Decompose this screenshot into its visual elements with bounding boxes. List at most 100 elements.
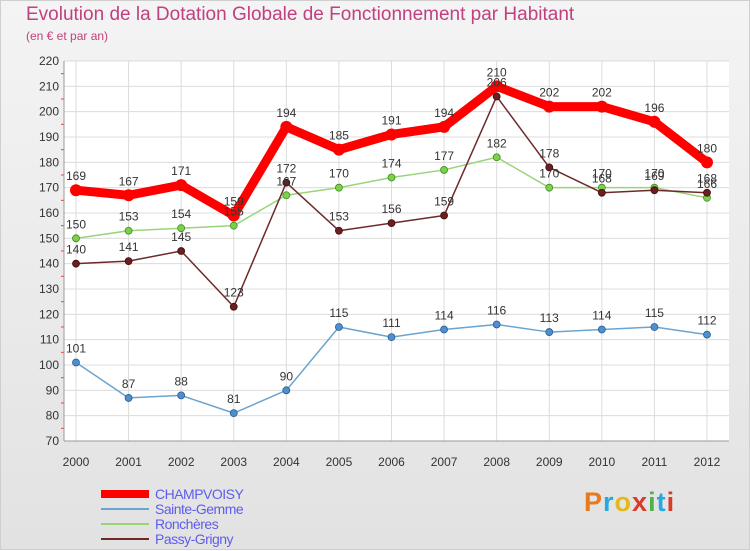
y-tick-label: 80 [46,409,60,423]
y-tick-label: 200 [39,105,59,119]
data-label: 167 [276,174,296,188]
data-label: 168 [697,172,717,186]
data-label: 194 [434,106,454,120]
data-label: 112 [697,314,716,328]
y-tick-label: 150 [39,231,59,245]
x-tick-label: 2009 [536,455,563,469]
chart-title: Evolution de la Dotation Globale de Fonc… [26,4,575,25]
series-point [124,394,133,402]
y-tick-label: 180 [39,155,59,169]
series-point [122,189,135,202]
series-point [492,92,501,101]
x-tick-label: 2004 [273,455,300,469]
data-label: 168 [592,172,612,186]
series-point [72,234,80,243]
logo-letter: x [632,487,649,517]
data-label: 115 [645,306,664,320]
series-point [703,188,711,197]
series-point [440,211,448,220]
series-point [545,163,554,172]
series-point [597,325,606,334]
series-point [440,325,448,334]
data-label: 156 [381,202,401,216]
y-tick-label: 170 [39,181,59,195]
data-label: 154 [171,207,191,221]
data-label: 167 [119,174,139,188]
data-label: 202 [592,86,612,100]
series-point [545,328,554,336]
data-label: 81 [227,392,241,406]
data-label: 150 [66,217,86,231]
data-label: 155 [224,205,244,219]
x-tick-label: 2008 [483,455,510,469]
series-point [545,183,554,192]
series-point [440,166,448,174]
legend: CHAMPVOISY Sainte-Gemme Ronchères Passy-… [101,486,244,547]
series-point [229,221,238,230]
data-label: 170 [644,167,664,181]
series-point [70,184,82,197]
data-label: 202 [539,86,559,100]
series-point [175,179,188,192]
data-label: 88 [174,374,188,388]
series-point [72,358,80,367]
series-point [335,323,343,331]
series-point [124,226,133,235]
x-tick-label: 2012 [694,455,721,469]
data-label: 169 [66,169,86,183]
data-label: 114 [435,309,454,323]
series-point [177,391,186,400]
legend-swatch-sainte-gemme [101,507,149,510]
data-label: 180 [697,141,717,155]
grid [64,60,729,442]
data-label: 170 [592,167,612,181]
series-point [597,188,606,197]
data-label: 113 [540,311,559,325]
x-tick-label: 2001 [115,455,142,469]
legend-label-sainte-gemme: Sainte-Gemme [155,500,244,517]
logo-letter: i [648,487,657,517]
data-label: 196 [644,101,664,115]
data-label: 182 [487,136,507,150]
x-tick-label: 2002 [168,455,195,469]
legend-label-passy-grigny: Passy-Grigny [155,530,234,547]
legend-item-sainte-gemme: Sainte-Gemme [101,500,244,517]
data-label: 111 [382,316,401,330]
y-tick-label: 100 [39,358,59,372]
data-label: 174 [381,157,401,171]
legend-label-roncheres: Ronchères [155,515,219,532]
y-tick-label: 120 [39,307,59,321]
series-group [70,80,713,418]
data-label: 101 [66,341,86,355]
series-point [650,323,659,331]
series-point [650,186,659,195]
logo-letter: i [666,487,676,517]
legend-item-champvoisy: CHAMPVOISY [101,486,244,502]
data-label: 116 [487,303,506,317]
series-point [387,219,396,228]
logo-letter: r [603,487,615,517]
data-label: 114 [592,309,611,323]
series-point [282,386,291,395]
series-point [335,226,343,235]
x-tick-label: 2007 [431,455,458,469]
y-tick-label: 130 [39,282,59,296]
series-point [280,120,293,133]
x-tick-label: 2003 [220,455,247,469]
data-label: 123 [224,286,244,300]
data-label: 210 [487,65,507,79]
x-tick-label: 2005 [326,455,353,469]
series-point [177,247,186,255]
series-point [492,320,501,329]
series-point [282,178,291,187]
logo-letter: P [584,487,604,517]
x-tick-label: 2006 [378,455,405,469]
data-label: 140 [66,243,86,257]
x-tick-label: 2010 [588,455,615,469]
series-point [282,191,291,200]
data-label: 159 [224,195,244,209]
data-label: 191 [381,113,401,127]
y-tick-label: 90 [46,383,60,397]
